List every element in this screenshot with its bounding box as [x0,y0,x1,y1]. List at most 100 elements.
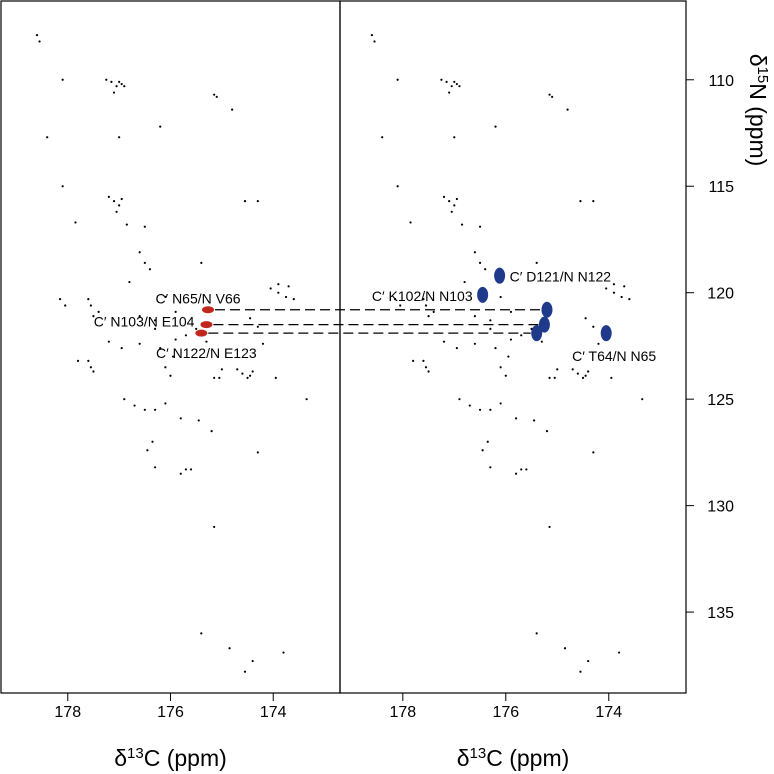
highlighted-peak [541,301,553,318]
peak-dot [138,342,141,345]
peak-dot [396,78,399,81]
peak-dot [612,291,616,294]
peak-dot [473,342,476,345]
peak-dot [174,338,177,341]
peak-dot [610,376,613,379]
peak-dot [269,287,272,290]
peak-dot [138,251,141,254]
peak-dot [579,670,582,673]
peak-dot [184,334,188,337]
peak-dot [468,404,471,407]
highlighted-peak [477,286,489,303]
axis-label: δ13C (ppm) [114,745,227,772]
axis-label-part: N (ppm) [745,83,771,166]
peak-dot [576,372,579,375]
peak-dot [481,449,484,452]
axis-label-part: δ [745,54,771,67]
peak-dot [228,647,231,650]
peak-label: C′ D121/N N122 [510,269,612,285]
axis-label: δ15N (ppm) [745,54,772,167]
peak-dot [107,340,110,343]
peak-dot [494,346,497,350]
highlighted-peak [600,325,612,342]
peak-dot [373,40,376,43]
peak-dot [587,659,590,663]
peak-dot [174,310,177,313]
peak-label: C′ T64/N N65 [572,348,656,364]
peak-dot [213,93,216,96]
peak-dot [249,317,252,320]
peak-dot [499,366,502,369]
peak-dot [274,376,277,379]
peak-dot [105,78,108,81]
peak-dot [617,651,621,654]
y-tick-label: 115 [708,179,734,196]
peak-dot [597,342,600,345]
peak-dot [179,472,182,475]
peak-dot [76,359,80,362]
peak-dot [151,440,154,443]
axis-label-part: C (ppm) [144,745,227,771]
peak-dot [143,225,146,228]
peak-dot [533,419,536,422]
x-tick-label: 174 [595,704,622,721]
peak-dot [249,374,252,377]
peak-dot [58,297,62,301]
peak-dot [509,338,513,341]
peak-dot [164,402,167,405]
axis-label-part: 13 [470,745,487,762]
peak-dot [213,376,216,379]
peak-dot [277,291,280,294]
peak-dot [92,370,95,373]
peak-dot [118,80,121,84]
peak-dot [218,376,221,379]
peak-dot [450,210,453,213]
peak-dot [120,82,123,86]
peak-label: C′ N65/N V66 [155,291,240,307]
peak-dot [381,136,384,139]
peak-dot [504,374,507,377]
peak-dot [370,33,374,37]
peak-dot [46,136,49,139]
highlighted-peak [494,267,506,284]
peak-dot [445,80,448,84]
peak-dot [89,366,92,369]
x-tick-label: 178 [54,704,81,721]
peak-label: C′ N122/N E123 [156,345,257,361]
peak-dot [453,204,456,207]
peak-dot [499,402,502,405]
peak-dot [548,93,551,96]
peak-dot [215,95,218,98]
peak-dot [540,340,543,343]
peak-dot [455,197,458,201]
peak-dot [548,376,551,379]
peak-dot [153,408,157,411]
peak-dot [115,210,118,213]
peak-dot [251,370,254,373]
peak-dot [553,376,556,379]
peak-dot [399,304,402,307]
peak-dot [563,647,567,650]
x-tick-label: 176 [492,704,519,721]
peak-dot [427,370,430,373]
peak-dot [623,285,626,288]
peak-dot [525,468,528,471]
peak-dot [153,466,157,469]
y-tick-label: 130 [707,499,734,516]
peak-dot [460,223,464,226]
peak-dot [424,304,428,307]
peak-dot [159,346,162,350]
peak-dot [641,398,644,401]
peak-dot [432,310,435,313]
peak-dot [305,398,308,401]
peak-dot [507,355,510,358]
peak-dot [489,408,492,411]
peak-dot [148,268,152,271]
peak-dot [205,340,208,343]
peak-dot [128,280,131,284]
peak-dot [112,91,116,94]
peak-dot [169,374,172,377]
x-tick-label: 178 [389,704,416,721]
axis-label-part: δ [457,745,470,771]
